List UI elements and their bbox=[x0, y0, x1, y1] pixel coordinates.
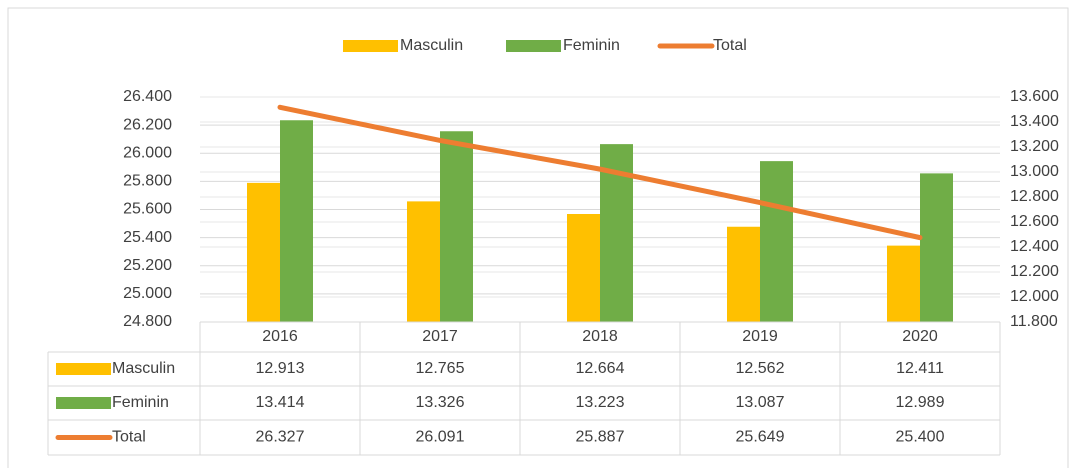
table-row-label: Total bbox=[112, 429, 146, 446]
y2-tick-label: 12.400 bbox=[1010, 238, 1059, 255]
y2-tick-label: 12.000 bbox=[1010, 288, 1059, 305]
table-cell: 12.765 bbox=[416, 360, 465, 377]
line bbox=[277, 104, 923, 241]
table-cell: 12.411 bbox=[896, 360, 944, 377]
x-tick-label: 2016 bbox=[262, 328, 298, 345]
legend-label: Total bbox=[713, 37, 747, 54]
y2-tick-label: 13.200 bbox=[1010, 138, 1059, 155]
table-cell: 25.400 bbox=[896, 429, 945, 446]
table-cell: 12.664 bbox=[576, 360, 625, 377]
legend-key bbox=[506, 40, 561, 52]
table-cell: 13.223 bbox=[576, 394, 625, 411]
bar bbox=[440, 131, 473, 322]
legend-key bbox=[56, 397, 111, 409]
y2-tick-label: 11.800 bbox=[1010, 313, 1058, 330]
table-cell: 25.649 bbox=[736, 429, 785, 446]
bar bbox=[407, 201, 440, 322]
table-cell: 12.913 bbox=[256, 360, 305, 377]
x-tick-label: 2017 bbox=[422, 328, 458, 345]
table-cell: 13.087 bbox=[736, 394, 785, 411]
y2-tick-label: 12.200 bbox=[1010, 263, 1059, 280]
table-cell: 12.562 bbox=[736, 360, 785, 377]
table-cell: 13.414 bbox=[256, 394, 305, 411]
table-cell: 26.327 bbox=[256, 429, 305, 446]
x-tick-label: 2019 bbox=[742, 328, 778, 345]
y2-tick-label: 12.600 bbox=[1010, 213, 1059, 230]
y2-tick-label: 12.800 bbox=[1010, 188, 1059, 205]
chart-border bbox=[7, 7, 1069, 468]
y-tick-label: 26.200 bbox=[123, 116, 172, 133]
legend-key bbox=[343, 40, 398, 52]
x-tick-label: 2020 bbox=[902, 328, 938, 345]
bar bbox=[280, 120, 313, 322]
y-tick-label: 24.800 bbox=[123, 313, 172, 330]
y-tick-label: 26.000 bbox=[123, 144, 172, 161]
bar bbox=[247, 182, 280, 322]
bar bbox=[920, 173, 953, 322]
y2-tick-label: 13.000 bbox=[1010, 163, 1059, 180]
table-row-label: Masculin bbox=[112, 360, 175, 377]
x-tick-label: 2018 bbox=[582, 328, 618, 345]
y-tick-label: 25.600 bbox=[123, 201, 172, 218]
legend-label: Masculin bbox=[400, 37, 463, 54]
table-cell: 25.887 bbox=[576, 429, 625, 446]
bar bbox=[887, 245, 920, 322]
y-tick-label: 25.800 bbox=[123, 173, 172, 190]
legend-label: Feminin bbox=[563, 37, 620, 54]
bar bbox=[567, 214, 600, 322]
table-row-label: Feminin bbox=[112, 394, 169, 411]
y2-tick-label: 13.400 bbox=[1010, 113, 1059, 130]
legend-key bbox=[56, 363, 111, 375]
y2-tick-label: 13.600 bbox=[1010, 88, 1059, 105]
bar bbox=[760, 161, 793, 322]
y-tick-label: 26.400 bbox=[123, 88, 172, 105]
bar bbox=[727, 226, 760, 322]
y-tick-label: 25.200 bbox=[123, 257, 172, 274]
table-cell: 12.989 bbox=[896, 394, 945, 411]
table-cell: 26.091 bbox=[416, 429, 465, 446]
y-tick-label: 25.000 bbox=[123, 285, 172, 302]
table-cell: 13.326 bbox=[416, 394, 465, 411]
y-tick-label: 25.400 bbox=[123, 229, 172, 246]
